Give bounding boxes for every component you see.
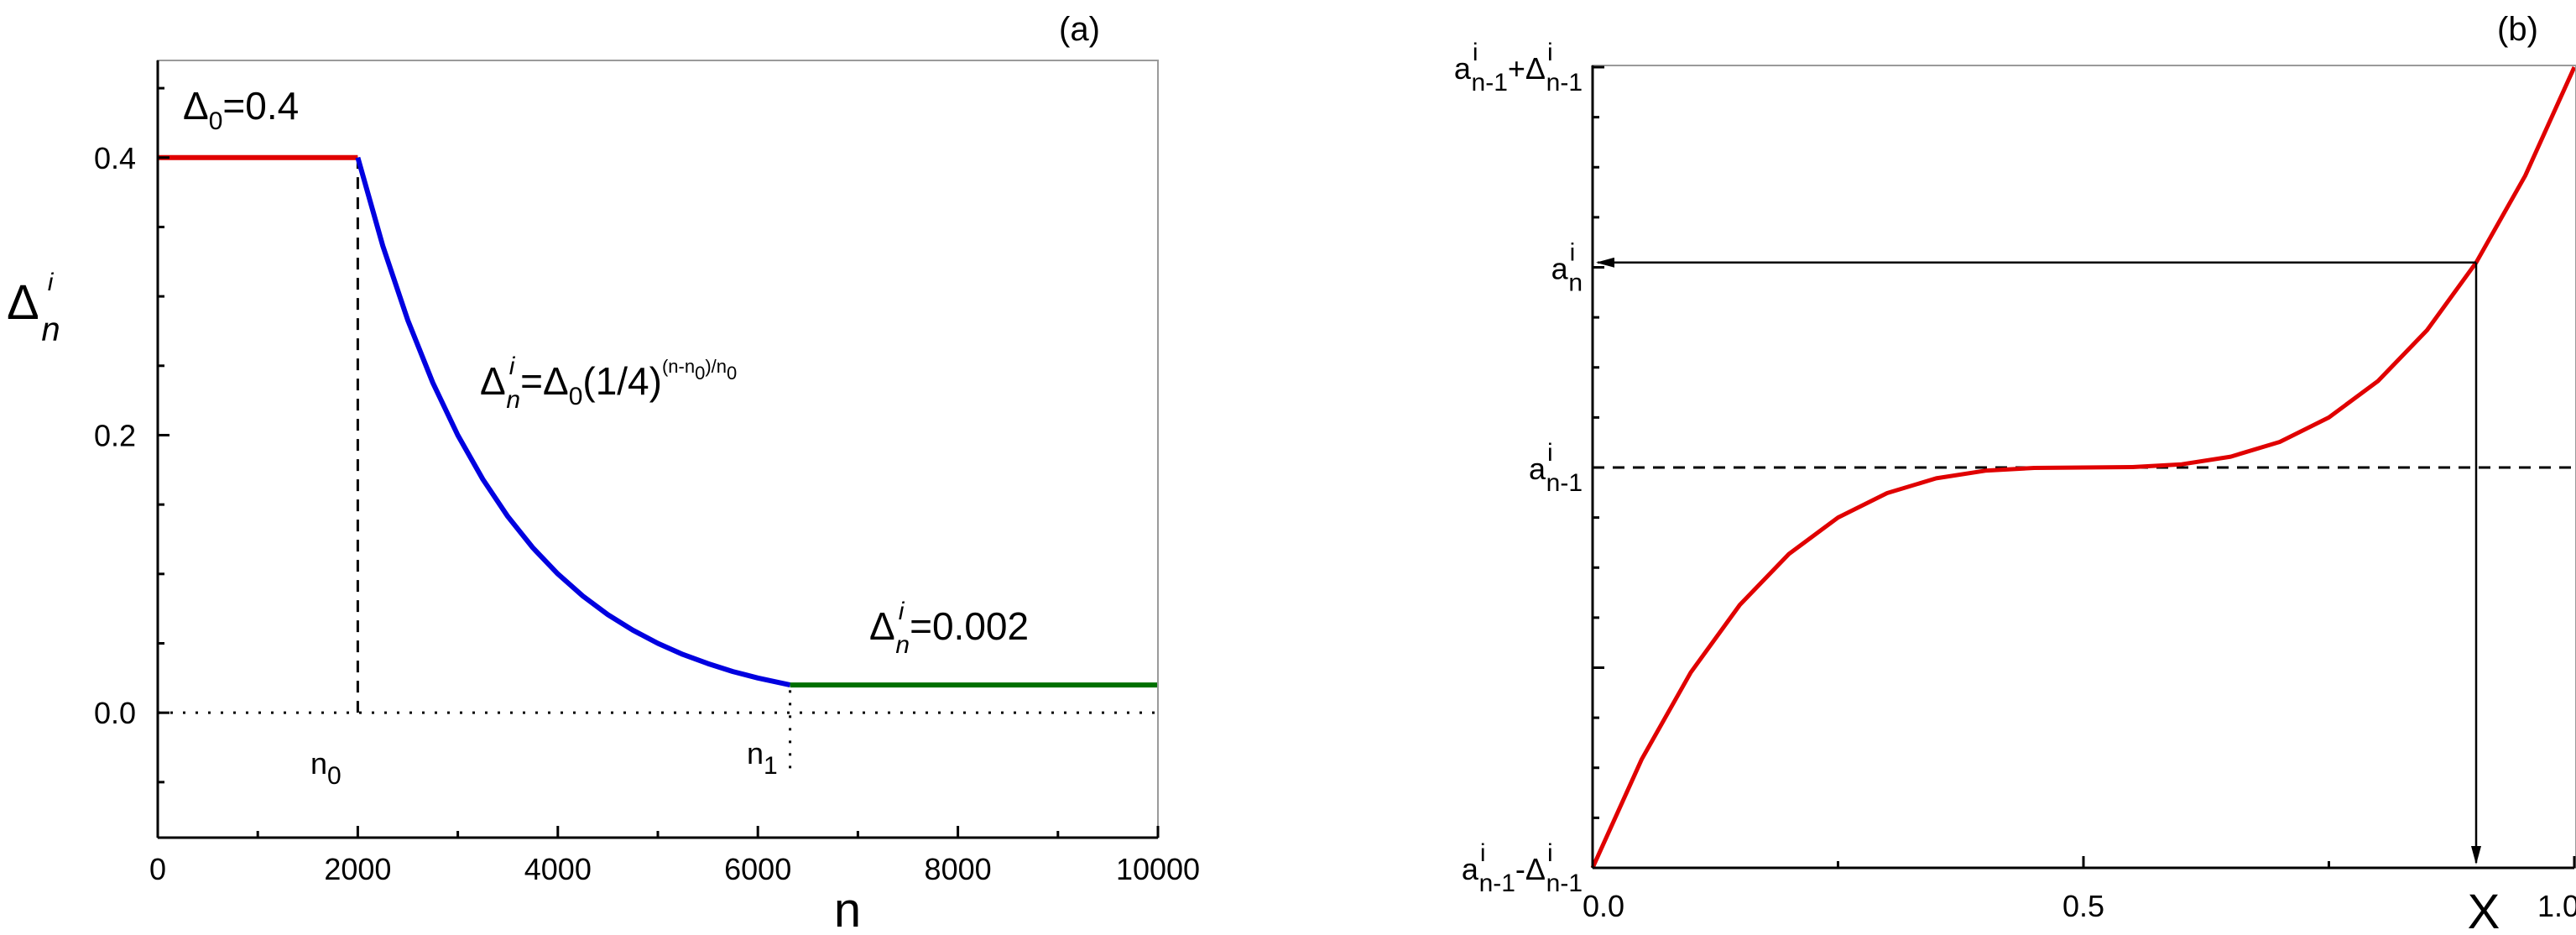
panel-b-y-tick-label-part: n-1 bbox=[1546, 69, 1583, 97]
panel-b-y-tick-label-part: i bbox=[1547, 439, 1553, 467]
panel-b-y-tick-label: ai n-1-Δi n-1 bbox=[1462, 839, 1583, 897]
panel-b-y-ticks: ai n-1+Δi n-1ai nai n-1ai n-1-Δi n-1 bbox=[1454, 39, 1604, 897]
panel-b-y-tick-label-part: n-1 bbox=[1546, 870, 1583, 897]
panel-b-x-marker-label: X bbox=[2468, 885, 2500, 935]
panel-b-y-tick-label-part: n bbox=[1568, 269, 1583, 297]
n1-marker-label: n1 bbox=[747, 736, 778, 780]
panel-b-y-tick-label-part: n-1 bbox=[1472, 69, 1508, 97]
panel-b-arrows bbox=[1596, 257, 2481, 864]
panel-b-series bbox=[1590, 65, 2576, 870]
panel-b-y-tick-label-part: a bbox=[1462, 852, 1479, 886]
panel-b-y-tick-label-part: a bbox=[1529, 452, 1546, 486]
panel-b-y-tick-label-part: i bbox=[1547, 39, 1553, 66]
panel-a-x-tick-label: 10000 bbox=[1116, 852, 1200, 886]
panel-a-y-tick-label: 0.4 bbox=[94, 141, 136, 175]
panel-b-x-ticks: 0.0 0.5 1.0 bbox=[1583, 856, 2576, 923]
panel-b-y-tick-label-part: +Δ bbox=[1508, 51, 1546, 86]
panel-b-y-tick-label: ai n-1+Δi n-1 bbox=[1454, 39, 1583, 97]
panel-a-y-ticks: 0.0 0.2 0.4 bbox=[94, 86, 169, 784]
panel-b-y-tick-label: ai n-1 bbox=[1529, 439, 1583, 497]
panel-a-frame bbox=[157, 60, 1159, 838]
panel-b-label: (b) bbox=[2497, 11, 2538, 48]
panel-a-reference-lines bbox=[158, 157, 1158, 769]
panel-a-x-tick-label: 0 bbox=[149, 852, 166, 886]
panel-b-y-tick-label-part: n-1 bbox=[1479, 870, 1515, 897]
panel-a-y-tick-label: 0.2 bbox=[94, 418, 136, 452]
panel-b-y-tick-label-part: a bbox=[1551, 252, 1569, 286]
panel-a-series-line-1 bbox=[355, 156, 791, 688]
delta0-annotation: Δ0=0.4 bbox=[183, 84, 299, 135]
panel-b-x-tick-label: 0.5 bbox=[2062, 889, 2104, 923]
panel-a-x-ticks: 0 2000 4000 6000 8000 10000 bbox=[149, 826, 1200, 886]
panel-a-x-tick-label: 8000 bbox=[925, 852, 992, 886]
panel-b-x-tick-label: 1.0 bbox=[2537, 889, 2576, 923]
panel-a-x-tick-label: 4000 bbox=[524, 852, 592, 886]
panel-a-x-tick-label: 6000 bbox=[724, 852, 791, 886]
n0-marker-label: n0 bbox=[310, 746, 342, 790]
panel-b-series-line-0 bbox=[1590, 65, 2576, 870]
panel-b-y-tick-label: ai n bbox=[1551, 239, 1583, 297]
panel-b-y-tick-label-part: i bbox=[1480, 839, 1486, 867]
panel-a-label: (a) bbox=[1059, 11, 1100, 48]
panel-b-y-tick-label-part: i bbox=[1473, 39, 1478, 66]
chart-panel-b: (b) 0.0 0.5 1.0 ai n-1+Δi n-1ai nai n-1ai n-1-Δ… bbox=[1454, 11, 2576, 935]
panel-a-y-tick-label: 0.0 bbox=[94, 696, 136, 730]
panel-a-series bbox=[158, 154, 1158, 688]
panel-a-x-tick-label: 2000 bbox=[324, 852, 391, 886]
panel-b-y-tick-label-part: a bbox=[1454, 51, 1472, 86]
panel-a-x-label: n bbox=[834, 883, 861, 935]
panel-b-y-tick-label-part: n-1 bbox=[1546, 469, 1583, 497]
panel-b-y-tick-label-part: i bbox=[1547, 839, 1553, 867]
chart-panel-a: (a) 0 2000 4000 6000 8000 10000 0.0 0.2 0.4 n Δ… bbox=[7, 11, 1200, 935]
panel-b-y-tick-label-part: -Δ bbox=[1515, 852, 1546, 886]
panel-b-x-tick-label: 0.0 bbox=[1583, 889, 1624, 923]
panel-b-y-tick-label-part: i bbox=[1570, 239, 1576, 267]
